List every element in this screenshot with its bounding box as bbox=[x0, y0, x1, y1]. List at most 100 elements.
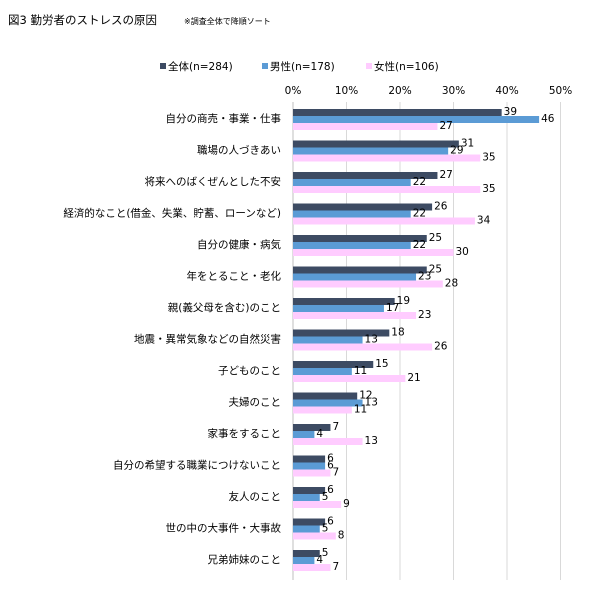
bar-series-1 bbox=[293, 455, 326, 463]
bars bbox=[293, 109, 540, 571]
data-label-series-3: 27 bbox=[439, 120, 452, 132]
category-labels: 自分の商売・事業・仕事職場の人づきあい将来へのばくぜんとした不安経済的なこと(借… bbox=[63, 112, 281, 566]
bar-series-1 bbox=[293, 298, 395, 305]
data-labels: 3946273129352722352622342522302523281917… bbox=[316, 106, 554, 573]
bar-series-3 bbox=[293, 217, 475, 225]
bar-series-2 bbox=[293, 273, 417, 281]
data-label-series-1: 7 bbox=[332, 421, 339, 433]
category-label: 世の中の大事件・大事故 bbox=[166, 522, 282, 535]
bar-series-2 bbox=[293, 431, 315, 438]
category-label: 経済的なこと(借金、失業、貯蓄、ローンなど) bbox=[63, 207, 281, 220]
bar-series-1 bbox=[293, 550, 320, 557]
data-label-series-2: 13 bbox=[365, 334, 378, 346]
bar-series-3 bbox=[293, 469, 331, 477]
legend-label-3: 女性(n=106) bbox=[374, 60, 439, 73]
data-label-series-1: 6 bbox=[327, 516, 334, 528]
data-label-series-3: 13 bbox=[365, 435, 378, 447]
category-label: 友人のこと bbox=[229, 490, 282, 503]
data-label-series-3: 30 bbox=[456, 246, 469, 258]
bar-series-3 bbox=[293, 564, 331, 571]
bar-series-2 bbox=[293, 399, 363, 407]
bar-series-3 bbox=[293, 154, 481, 162]
bar-series-1 bbox=[293, 424, 331, 431]
data-label-series-2: 29 bbox=[450, 145, 463, 157]
figure-title: 図3 勤労者のストレスの原因 bbox=[8, 13, 157, 27]
data-label-series-1: 5 bbox=[322, 547, 329, 559]
bar-series-3 bbox=[293, 532, 336, 540]
bar-series-1 bbox=[293, 203, 433, 211]
bar-series-2 bbox=[293, 305, 384, 312]
category-label: 夫婦のこと bbox=[229, 397, 282, 409]
bar-series-2 bbox=[293, 525, 320, 533]
category-label: 子どものこと bbox=[218, 365, 281, 377]
bar-series-1 bbox=[293, 109, 502, 116]
data-label-series-3: 23 bbox=[418, 309, 431, 321]
data-label-series-2: 5 bbox=[322, 491, 329, 503]
data-label-series-3: 8 bbox=[338, 530, 345, 542]
data-label-series-2: 5 bbox=[322, 523, 329, 535]
bar-series-2 bbox=[293, 336, 363, 344]
data-label-series-3: 35 bbox=[482, 183, 495, 195]
data-label-series-3: 28 bbox=[445, 278, 458, 290]
bar-series-3 bbox=[293, 375, 406, 382]
x-tick-label: 30% bbox=[442, 85, 465, 97]
data-label-series-2: 6 bbox=[327, 460, 334, 472]
data-label-series-3: 34 bbox=[477, 215, 491, 227]
legend: 全体(n=284) 男性(n=178) 女性(n=106) bbox=[160, 60, 439, 73]
category-label: 親(義父母を含む)のこと bbox=[168, 301, 281, 314]
bar-series-2 bbox=[293, 147, 449, 155]
data-label-series-2: 13 bbox=[365, 397, 378, 409]
legend-label-2: 男性(n=178) bbox=[270, 60, 335, 73]
data-label-series-3: 7 bbox=[332, 467, 339, 479]
bar-series-2 bbox=[293, 368, 352, 375]
data-label-series-1: 25 bbox=[429, 232, 442, 244]
data-label-series-1: 6 bbox=[327, 484, 334, 496]
bar-series-1 bbox=[293, 140, 459, 148]
x-tick-label: 10% bbox=[335, 85, 358, 97]
category-label: 兄弟姉妹のこと bbox=[208, 553, 282, 566]
bar-series-2 bbox=[293, 557, 315, 564]
data-label-series-3: 21 bbox=[407, 372, 420, 384]
data-label-series-2: 22 bbox=[413, 239, 426, 251]
data-label-series-3: 11 bbox=[354, 404, 367, 416]
data-label-series-3: 9 bbox=[343, 498, 350, 510]
data-label-series-3: 7 bbox=[332, 561, 339, 573]
data-label-series-1: 31 bbox=[461, 138, 474, 150]
bar-series-1 bbox=[293, 329, 390, 337]
data-label-series-2: 4 bbox=[316, 428, 323, 440]
data-label-series-2: 11 bbox=[354, 365, 367, 377]
bar-series-2 bbox=[293, 462, 326, 470]
category-label: 自分の健康・病気 bbox=[197, 238, 281, 251]
x-tick-label: 0% bbox=[285, 85, 302, 97]
bar-series-1 bbox=[293, 266, 427, 274]
bar-series-2 bbox=[293, 242, 411, 249]
bar-series-3 bbox=[293, 280, 443, 288]
legend-swatch-2 bbox=[262, 63, 268, 69]
category-label: 将来へのばくぜんとした不安 bbox=[145, 175, 282, 188]
bar-series-2 bbox=[293, 494, 320, 501]
category-label: 自分の商売・事業・仕事 bbox=[166, 112, 282, 125]
bar-series-3 bbox=[293, 186, 481, 193]
category-label: 年をとること・老化 bbox=[187, 270, 282, 283]
data-label-series-1: 19 bbox=[397, 295, 410, 307]
data-label-series-1: 27 bbox=[439, 169, 452, 181]
data-label-series-1: 15 bbox=[375, 358, 388, 370]
data-label-series-2: 22 bbox=[413, 208, 426, 220]
data-label-series-3: 26 bbox=[434, 341, 448, 353]
bar-series-3 bbox=[293, 249, 454, 256]
bar-series-1 bbox=[293, 172, 438, 179]
bar-series-3 bbox=[293, 123, 438, 130]
bar-series-1 bbox=[293, 361, 374, 368]
bar-series-3 bbox=[293, 312, 417, 319]
category-label: 地震・異常気象などの自然災害 bbox=[134, 333, 281, 346]
data-label-series-1: 25 bbox=[429, 264, 442, 276]
x-tick-label: 20% bbox=[388, 85, 411, 97]
data-label-series-2: 22 bbox=[413, 176, 426, 188]
figure-note: ※調査全体で降順ソート bbox=[184, 16, 271, 26]
bar-series-2 bbox=[293, 116, 540, 123]
x-axis-ticks: 0% 10% 20% 30% 40% 50% bbox=[285, 85, 573, 97]
bar-series-3 bbox=[293, 438, 363, 445]
x-tick-label: 40% bbox=[495, 85, 518, 97]
data-label-series-2: 4 bbox=[316, 554, 323, 566]
